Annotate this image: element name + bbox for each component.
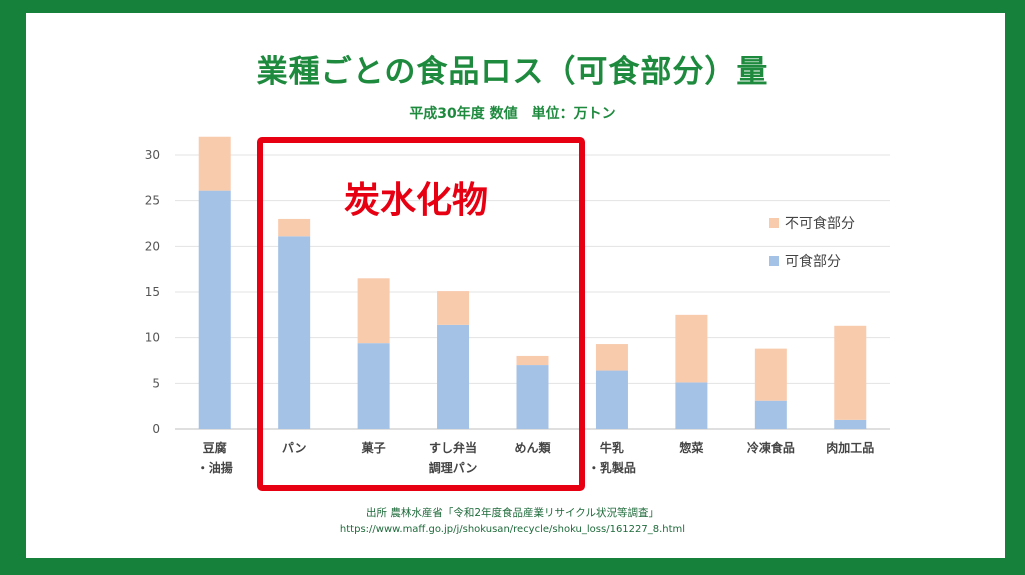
bar-segment <box>595 344 628 371</box>
x-tick-label: 肉加工品 <box>826 440 874 455</box>
bar-segment <box>198 190 231 429</box>
bar-segment <box>198 136 231 191</box>
bar-segment <box>675 382 708 429</box>
x-tick-label: 惣菜 <box>679 440 703 455</box>
bar-segment <box>675 314 708 383</box>
x-tick-label: 菓子 <box>361 440 386 455</box>
x-tick-label: 冷凍食品 <box>747 440 795 455</box>
x-tick-label: ・油揚 <box>197 460 233 475</box>
bar-segment <box>516 365 549 429</box>
bar-segment <box>595 370 628 429</box>
highlight-label: 炭水化物 <box>344 180 488 221</box>
bar-segment <box>278 218 311 237</box>
source-citation: 出所 農林水産省「令和2年度食品産業リサイクル状況等調査」 <box>366 507 659 519</box>
source-url[interactable]: https://www.maff.go.jp/j/shokusan/recycl… <box>339 524 686 535</box>
y-tick-label: 30 <box>145 148 160 162</box>
y-tick-label: 25 <box>145 194 160 208</box>
bar-segment <box>278 236 311 429</box>
y-tick-label: 5 <box>152 376 160 390</box>
bar-segment <box>754 400 787 429</box>
y-tick-label: 0 <box>152 422 160 436</box>
chart-title: 業種ごとの食品ロス（可食部分）量 <box>256 54 769 90</box>
bar-segment <box>357 343 390 429</box>
bar-segment <box>754 348 787 401</box>
chart-panel <box>26 13 1005 558</box>
highlight-box <box>257 137 585 491</box>
legend-swatch <box>769 218 779 228</box>
chart-subtitle: 平成30年度 数値 単位：万トン <box>409 106 616 122</box>
x-tick-label: すし弁当 <box>429 440 477 455</box>
x-tick-label: 豆腐 <box>203 440 227 455</box>
legend-label: 不可食部分 <box>785 215 855 232</box>
y-tick-label: 10 <box>145 331 160 345</box>
legend-swatch <box>769 256 779 266</box>
x-tick-label: ・乳製品 <box>588 460 636 475</box>
x-tick-label: 調理パン <box>429 460 478 475</box>
y-tick-label: 20 <box>145 239 160 253</box>
bar-segment <box>437 291 470 325</box>
bar-segment <box>516 355 549 366</box>
bar-segment <box>357 278 390 344</box>
bar-segment <box>834 325 867 420</box>
x-tick-label: 牛乳 <box>600 440 624 455</box>
bar-segment <box>437 324 470 429</box>
x-tick-label: パン <box>282 441 307 455</box>
x-tick-label: めん類 <box>514 440 551 455</box>
bar-segment <box>834 419 867 429</box>
legend-label: 可食部分 <box>785 253 841 270</box>
y-tick-label: 15 <box>145 285 160 299</box>
